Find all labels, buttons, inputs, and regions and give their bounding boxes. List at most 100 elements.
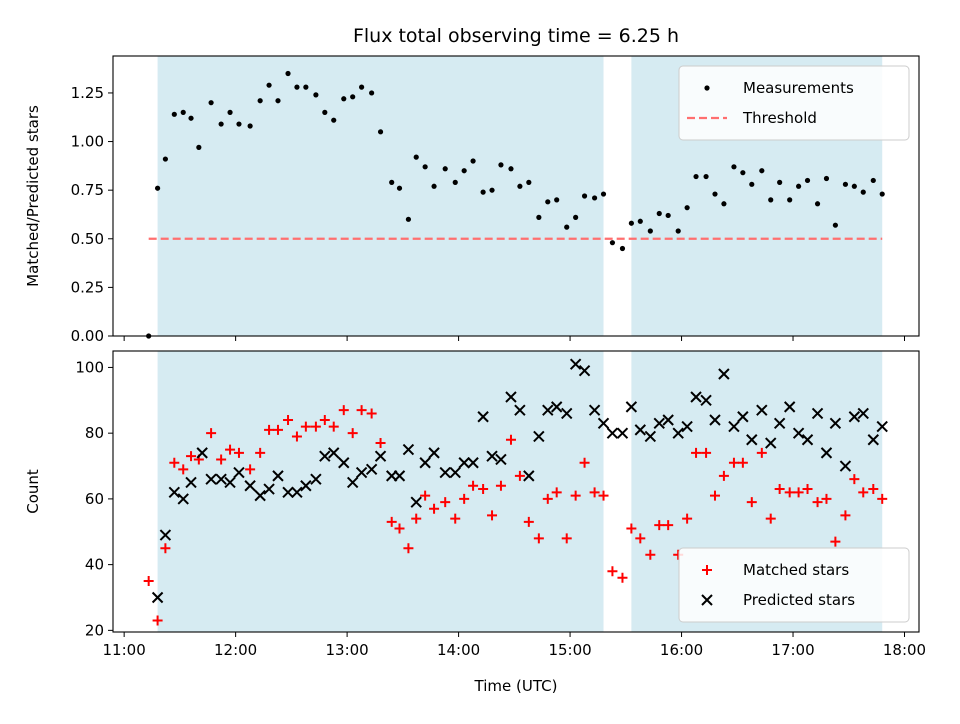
predicted-star-point — [533, 430, 545, 443]
matched-star-point — [561, 533, 572, 544]
predicted-star-point — [291, 486, 303, 499]
matched-star-point — [283, 415, 294, 426]
matched-star-point — [830, 536, 841, 547]
matched-star-point — [347, 428, 358, 439]
measurement-point — [470, 158, 476, 164]
matched-star-point — [821, 493, 832, 504]
matched-star-point — [178, 464, 189, 475]
matched-star-point — [411, 513, 422, 524]
matched-star-point — [429, 503, 440, 514]
matched-star-point — [375, 438, 386, 449]
predicted-star-point — [718, 368, 730, 380]
axes-frame — [112, 55, 920, 337]
y-tick-label: 100 — [75, 358, 104, 376]
matched-star-point — [840, 510, 851, 521]
legend-label: Matched stars — [743, 561, 849, 579]
matched-star-point — [319, 415, 330, 426]
matched-star-point — [718, 470, 729, 481]
matched-star-point — [617, 572, 628, 583]
legend-box — [678, 65, 910, 141]
predicted-star-point — [523, 470, 535, 482]
predicted-star-point — [458, 457, 470, 469]
predicted-star-point — [561, 407, 573, 420]
ratio-panel: 0.00 0.25 0.50 0.75 1.00 1.25 Matched/Predicte… — [24, 55, 920, 345]
measurement-point — [227, 109, 233, 115]
matched-star-point — [728, 457, 739, 468]
measurement-point — [285, 70, 291, 77]
matched-star-point — [272, 424, 283, 435]
predicted-star-point — [151, 591, 164, 604]
matched-star-point — [812, 497, 823, 508]
legend-dot-marker — [704, 85, 710, 91]
predicted-star-point — [829, 417, 842, 430]
measurement-point — [369, 90, 375, 96]
measurement-point — [804, 177, 811, 184]
y-tick-label: 20 — [85, 621, 104, 639]
measurement-point — [832, 222, 838, 228]
matched-star-point — [514, 470, 525, 481]
matched-star-point — [310, 421, 321, 432]
predicted-star-point — [634, 424, 647, 436]
predicted-star-point — [428, 447, 440, 459]
x-tick-label: 11:00 — [103, 641, 146, 659]
predicted-star-point — [820, 447, 833, 459]
matched-star-point — [802, 484, 813, 495]
matched-star-point — [478, 484, 489, 495]
predicted-star-point — [439, 466, 451, 479]
matched-star-point — [877, 493, 888, 504]
legend-box — [678, 547, 910, 623]
measurement-point — [647, 228, 653, 234]
y-tick-label: 0.75 — [71, 181, 104, 199]
y-tick-label: 1.25 — [71, 84, 104, 102]
measurement-point — [600, 191, 607, 197]
predicted-star-point — [737, 411, 749, 423]
measurement-point — [431, 183, 437, 189]
predicted-star-point — [365, 463, 378, 476]
x-axis-label: Time (UTC) — [474, 677, 558, 695]
predicted-star-point — [801, 434, 814, 446]
predicted-star-point — [300, 480, 312, 492]
matched-star-point — [160, 543, 171, 554]
predicted-star-point — [486, 450, 498, 462]
measurement-point — [628, 220, 634, 226]
predicted-star-point — [662, 414, 674, 426]
matched-star-point — [533, 533, 544, 544]
measurement-point — [171, 111, 177, 117]
measurement-point — [413, 154, 419, 160]
measurement-point — [341, 96, 347, 102]
measurement-point — [860, 189, 866, 195]
measurement-point — [442, 166, 448, 172]
x-tick-label: 17:00 — [771, 641, 814, 659]
measurement-point — [749, 181, 755, 187]
predicted-star-point — [505, 391, 517, 403]
matched-star-point — [746, 497, 757, 508]
predicted-star-point — [374, 450, 387, 462]
predicted-star-point — [346, 476, 359, 489]
counts-panel: 11:00 12:00 13:00 14:00 15:00 16:00 17:00 18:00… — [24, 350, 926, 695]
measurement-point — [721, 201, 727, 207]
measurement-point — [218, 121, 224, 127]
measurement-point — [564, 224, 570, 230]
matched-star-point — [356, 405, 367, 416]
measurement-point — [303, 84, 309, 90]
legend-label: Threshold — [742, 109, 817, 127]
predicted-star-point — [839, 460, 852, 472]
y-axis-label: Count — [24, 469, 42, 514]
x-tick-label: 15:00 — [548, 641, 591, 659]
measurement-point — [545, 199, 551, 205]
matched-star-point — [440, 497, 451, 508]
x-tick-label: 14:00 — [437, 641, 480, 659]
matched-star-point — [737, 457, 748, 468]
predicted-star-point — [477, 411, 489, 423]
measurement-point — [196, 144, 202, 150]
measurement-point — [294, 84, 300, 90]
predicted-star-point — [792, 427, 805, 439]
measurement-point — [247, 123, 253, 129]
predicted-star-point — [765, 437, 777, 449]
matched-star-point — [143, 576, 154, 587]
predicted-star-point — [233, 466, 245, 479]
measurement-point — [619, 245, 626, 252]
y-tick-label: 0.00 — [71, 327, 104, 345]
chart-title: Flux total observing time = 6.25 h — [353, 25, 679, 47]
